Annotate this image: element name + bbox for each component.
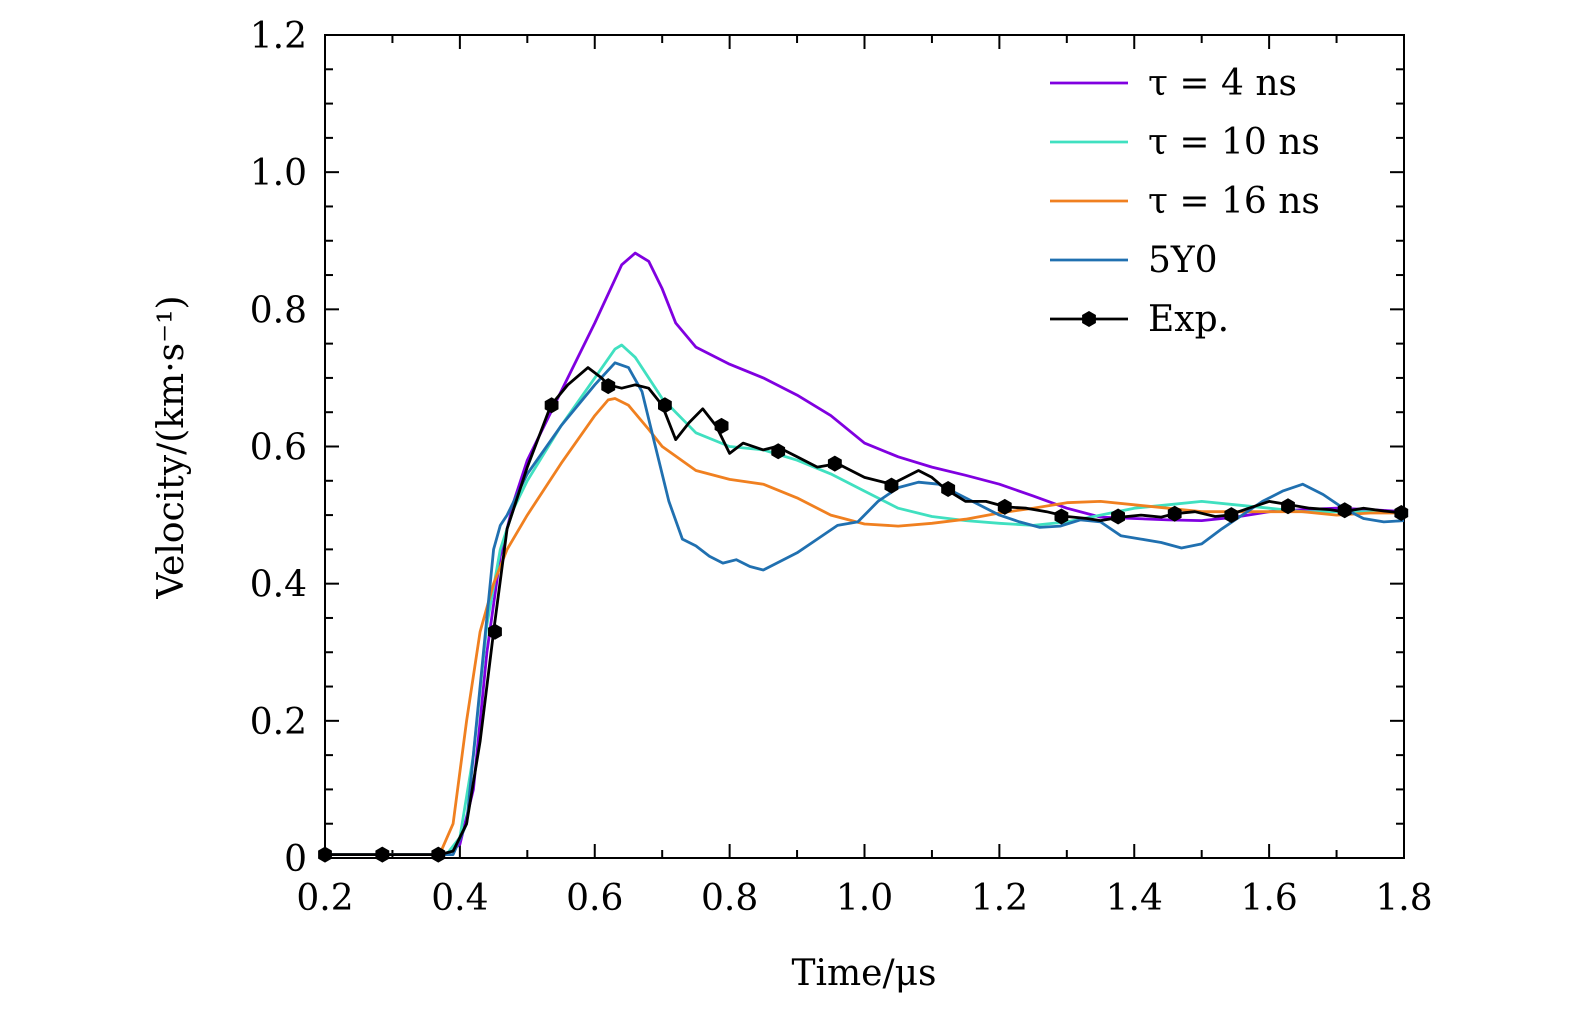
- exp-data-point: [488, 623, 502, 640]
- y-axis-title: Velocity/(km·s⁻¹): [151, 295, 192, 599]
- series-lines: [325, 251, 1404, 856]
- exp-data-point: [375, 846, 390, 863]
- exp-markers: [318, 378, 1409, 863]
- exp-data-point: [884, 477, 899, 494]
- x-tick-label: 1.0: [836, 878, 893, 919]
- x-tick-label: 1.2: [971, 878, 1028, 919]
- x-tick-label: 1.8: [1375, 878, 1432, 919]
- x-axis-title: Time/μs: [792, 953, 937, 994]
- series-line-10-ns: [325, 343, 1404, 856]
- exp-data-point: [1224, 507, 1239, 524]
- y-tick-label: 0.8: [250, 290, 307, 331]
- exp-data-point: [318, 846, 332, 863]
- exp-data-point: [941, 481, 956, 497]
- legend-label: Exp.: [1148, 299, 1229, 340]
- x-tick-label: 1.4: [1106, 878, 1163, 919]
- exp-data-point: [997, 498, 1012, 515]
- series-line-4-ns: [325, 251, 1404, 856]
- series-line-exp: [325, 366, 1404, 856]
- exp-data-point: [1054, 508, 1069, 525]
- legend: τ = 4 ns τ = 10 ns τ = 16 ns 5Y0 Exp.: [1050, 63, 1320, 340]
- y-tick-label: 0.2: [250, 702, 307, 743]
- x-tick-label: 0.4: [431, 878, 488, 919]
- legend-label: τ = 10 ns: [1148, 122, 1320, 163]
- exp-data-point: [1337, 502, 1352, 519]
- exp-data-point: [714, 417, 729, 434]
- exp-data-point: [1111, 508, 1125, 525]
- legend-label: 5Y0: [1148, 240, 1218, 281]
- exp-data-point: [544, 397, 559, 414]
- x-tick-labels: 0.2 0.4 0.6 0.8 1.0 1.2 1.4 1.6 1.8: [296, 878, 1432, 919]
- exp-data-point: [658, 397, 672, 414]
- x-tick-label: 0.8: [701, 878, 758, 919]
- exp-data-point: [601, 378, 616, 395]
- exp-data-point: [431, 846, 446, 863]
- y-tick-label: 1.0: [250, 153, 307, 194]
- axis-ticks: [324, 34, 1405, 859]
- exp-data-point: [1167, 505, 1182, 522]
- exp-data-point: [771, 443, 786, 460]
- series-line-5y0: [325, 361, 1404, 856]
- legend-label: τ = 16 ns: [1148, 181, 1320, 222]
- exp-data-point: [1281, 498, 1295, 515]
- y-tick-label: 1.2: [250, 16, 307, 57]
- x-tick-label: 1.6: [1240, 878, 1297, 919]
- series-line-16-ns: [325, 397, 1404, 856]
- exp-data-point: [827, 455, 842, 472]
- y-tick-label: 0: [284, 839, 307, 880]
- y-tick-label: 0.4: [250, 565, 307, 606]
- legend-label: τ = 4 ns: [1148, 63, 1297, 104]
- y-tick-labels: 0 0.2 0.4 0.6 0.8 1.0 1.2: [250, 16, 307, 880]
- exp-data-point: [1394, 505, 1409, 521]
- legend-marker: [1082, 311, 1096, 327]
- y-tick-label: 0.6: [250, 428, 307, 469]
- x-tick-label: 0.6: [566, 878, 623, 919]
- x-tick-label: 0.2: [296, 878, 353, 919]
